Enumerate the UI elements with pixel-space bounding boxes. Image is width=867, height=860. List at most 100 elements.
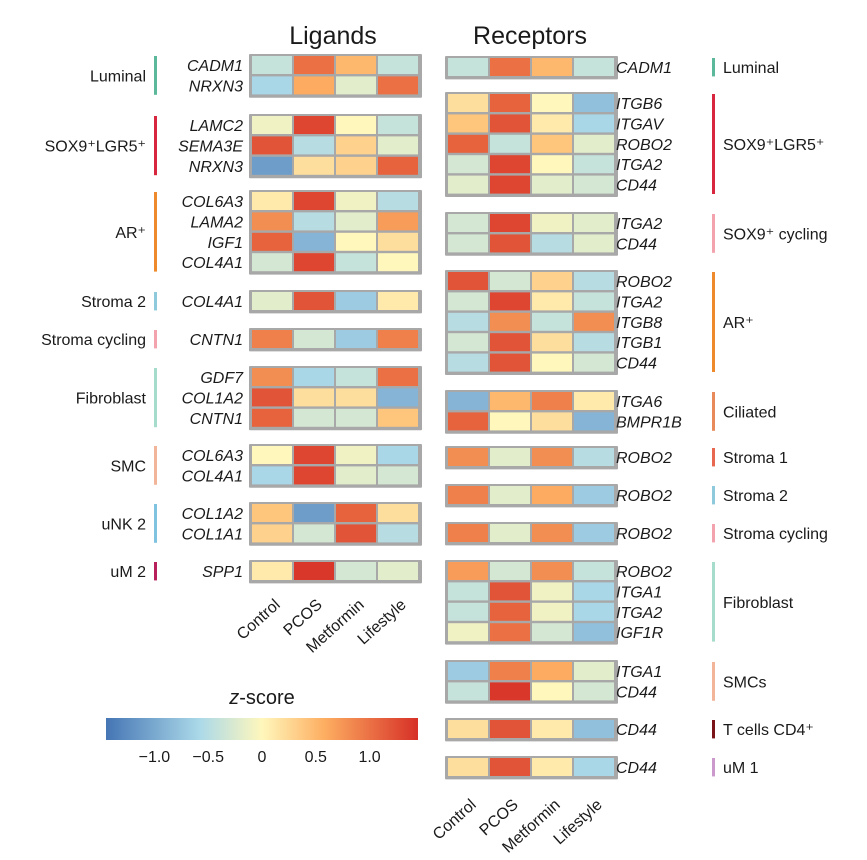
heatmap-cell [252, 330, 292, 348]
heatmap-cell [532, 412, 572, 431]
cell-type-color-bar [712, 272, 715, 372]
heatmap-cell [532, 602, 572, 621]
heatmap-cell [490, 582, 530, 601]
heatmap-cell [336, 76, 376, 95]
heatmap-cell [448, 682, 488, 701]
heatmap-cell [448, 524, 488, 542]
heatmap-cell [294, 76, 334, 95]
heatmap-cell [532, 562, 572, 580]
gene-label: ITGA1 [616, 664, 662, 681]
heatmap-cell [448, 234, 488, 253]
heatmap-cell [378, 136, 418, 155]
heatmap-cell [294, 136, 334, 155]
cell-type-label: Fibroblast [723, 595, 794, 612]
heatmap-cell [252, 76, 292, 95]
heatmap-cell [490, 623, 530, 642]
colorbar-title: z-score [228, 687, 295, 709]
heatmap-cell [252, 56, 292, 74]
heatmap-cell [294, 562, 334, 580]
heatmap-cell [532, 758, 572, 776]
cell-type-color-bar [712, 392, 715, 431]
heatmap-cell [378, 76, 418, 95]
heatmap-cell [294, 232, 334, 251]
gene-label: CD44 [616, 236, 657, 253]
ligands-heatmap: CADM1 NRXN3 Luminal LAMC2 SEMA3E NRXN3 SOX9⁺LG… [41, 54, 422, 657]
heatmap-cell [336, 116, 376, 134]
heatmap-cell [574, 448, 614, 466]
heatmap-cell [252, 212, 292, 231]
heatmap-cell [448, 292, 488, 311]
cell-type-label: T cells CD4⁺ [723, 722, 814, 739]
cell-type-label: Stroma 2 [81, 294, 146, 311]
heatmap-cell [490, 58, 530, 76]
heatmap-cell [336, 292, 376, 310]
cell-type-color-bar [712, 758, 715, 777]
heatmap-cell [448, 448, 488, 466]
cell-type-label: Stroma cycling [723, 526, 828, 543]
cell-type-label: SOX9⁺LGR5⁺ [45, 139, 146, 156]
heatmap-cell [574, 134, 614, 153]
gene-label: GDF7 [200, 370, 244, 387]
heatmap-cell [448, 58, 488, 76]
heatmap-cell [252, 408, 292, 427]
ligands-panel-title: Ligands [289, 22, 377, 50]
gene-label: ITGB6 [616, 96, 662, 113]
heatmap-cell [336, 408, 376, 427]
gene-label: CNTN1 [190, 411, 243, 428]
cell-type-color-bar [154, 192, 157, 272]
gene-label: COL1A2 [182, 390, 243, 407]
receptors-panel-title: Receptors [473, 22, 587, 50]
heatmap-cell [574, 292, 614, 311]
heatmap-cell [574, 582, 614, 601]
heatmap-cell [490, 662, 530, 680]
heatmap-cell [252, 292, 292, 310]
heatmap-cell [490, 312, 530, 331]
heatmap-cell [532, 333, 572, 352]
cell-type-color-bar [154, 504, 157, 543]
gene-label: ROBO2 [616, 137, 672, 154]
cell-type-label: AR⁺ [723, 315, 754, 332]
gene-label: SPP1 [202, 564, 243, 581]
heatmap-cell [336, 136, 376, 155]
heatmap-cell [378, 504, 418, 522]
heatmap-cell [252, 466, 292, 485]
heatmap-cell [252, 136, 292, 155]
gene-label: ITGA2 [616, 216, 662, 233]
heatmap-cell [490, 562, 530, 580]
heatmap-cell [448, 214, 488, 232]
heatmap-cell [490, 682, 530, 701]
heatmap-cell [532, 175, 572, 194]
gene-label: CADM1 [187, 58, 243, 75]
receptors-heatmap: CADM1 Luminal ITGB6 ITGAV ROBO2 ITGA2 CD44 SOX9… [430, 56, 828, 857]
heatmap-cell [574, 94, 614, 112]
heatmap-cell [490, 292, 530, 311]
heatmap-cell [574, 175, 614, 194]
heatmap-cell [532, 582, 572, 601]
heatmap-cell [378, 253, 418, 272]
heatmap-cell [336, 562, 376, 580]
gene-label: ROBO2 [616, 450, 672, 467]
heatmap-cell [532, 155, 572, 174]
heatmap-cell [574, 682, 614, 701]
heatmap-cell [294, 524, 334, 543]
heatmap-cell [252, 504, 292, 522]
heatmap-cell [490, 214, 530, 232]
heatmap-cell [574, 412, 614, 431]
gene-label: LAMA2 [191, 214, 244, 231]
heatmap-cell [490, 602, 530, 621]
colorbar-gradient [106, 718, 418, 740]
gene-label: ROBO2 [616, 526, 672, 543]
heatmap-cell [574, 155, 614, 174]
cell-type-label: Luminal [723, 60, 779, 77]
heatmap-cell [294, 408, 334, 427]
heatmap-cell [490, 758, 530, 776]
heatmap-cell [336, 232, 376, 251]
heatmap-cell [490, 412, 530, 431]
gene-label: NRXN3 [189, 159, 243, 176]
gene-label: ITGB1 [616, 335, 662, 352]
heatmap-cell [336, 330, 376, 348]
heatmap-cell [378, 212, 418, 231]
heatmap-cell [378, 232, 418, 251]
heatmap-cell [574, 623, 614, 642]
heatmap-cell [490, 272, 530, 290]
